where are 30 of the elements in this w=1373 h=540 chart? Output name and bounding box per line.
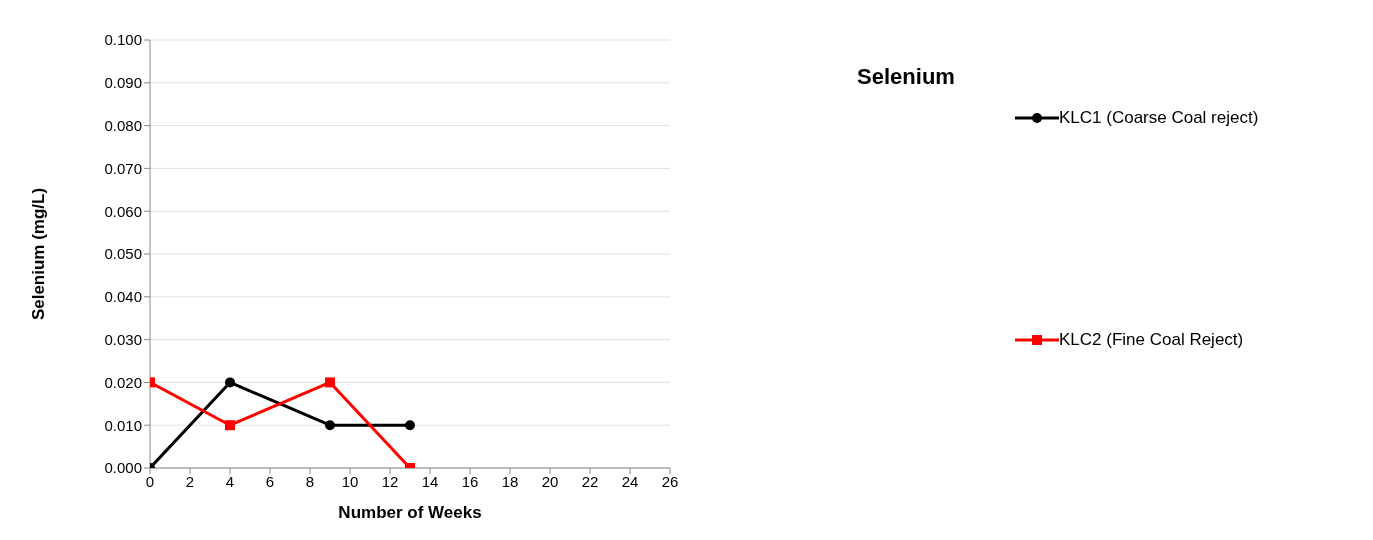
y-axis-title: Selenium (mg/L): [29, 187, 49, 321]
x-tick-label: 0: [145, 472, 155, 490]
y-tick-label: 0.040: [104, 288, 142, 306]
y-tick-label: 0.050: [104, 245, 142, 263]
x-tick-label: 6: [265, 472, 275, 490]
x-tick-label: 8: [305, 472, 315, 490]
x-tick-label: 22: [581, 472, 599, 490]
y-tick-label: 0.030: [104, 330, 142, 348]
x-tick-label: 26: [661, 472, 679, 490]
x-axis-title: Number of Weeks: [338, 503, 482, 522]
legend-label: KLC1 (Coarse Coal reject): [1059, 108, 1259, 128]
x-tick-label: 2: [185, 472, 195, 490]
x-tick-label: 18: [501, 472, 519, 490]
x-tick-label: 10: [341, 472, 359, 490]
x-tick-label: 14: [421, 472, 439, 490]
y-tick-label: 0.010: [104, 416, 142, 434]
y-tick-label: 0.100: [104, 31, 142, 49]
x-tick-label: 20: [541, 472, 559, 490]
x-tick-label: 16: [461, 472, 479, 490]
y-tick-label: 0.060: [104, 202, 142, 220]
y-tick-label: 0.080: [104, 116, 142, 134]
y-tick-label: 0.090: [104, 74, 142, 92]
y-tick-label: 0.000: [104, 459, 142, 477]
x-tick-label: 12: [381, 472, 399, 490]
x-tick-label: 4: [225, 472, 235, 490]
x-tick-label: 24: [621, 472, 639, 490]
legend-label: KLC2 (Fine Coal Reject): [1059, 330, 1244, 350]
y-tick-label: 0.020: [104, 373, 142, 391]
y-tick-label: 0.070: [104, 159, 142, 177]
text: Selenium: [857, 64, 955, 89]
